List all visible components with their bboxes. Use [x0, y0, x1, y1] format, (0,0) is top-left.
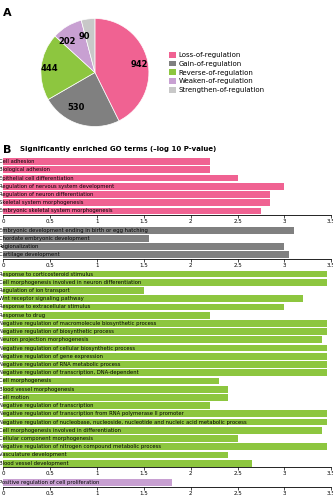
Bar: [3, 166, 209, 173]
Bar: [3, 361, 327, 368]
Text: Significantly enriched GO terms (–log 10 P-value): Significantly enriched GO terms (–log 10…: [20, 146, 216, 152]
Wedge shape: [95, 18, 149, 121]
Bar: [3, 296, 303, 302]
Bar: [3, 402, 209, 409]
Bar: [3, 386, 228, 392]
Bar: [3, 235, 149, 242]
Bar: [3, 227, 294, 234]
Bar: [3, 270, 327, 278]
Bar: [3, 320, 327, 327]
Bar: [3, 378, 219, 384]
Bar: [3, 394, 228, 401]
Wedge shape: [81, 18, 95, 72]
Text: 942: 942: [131, 60, 148, 68]
Bar: [3, 452, 228, 458]
Bar: [3, 312, 209, 318]
Bar: [3, 208, 261, 214]
Bar: [3, 370, 327, 376]
Wedge shape: [48, 72, 119, 126]
Bar: [3, 191, 270, 198]
Bar: [3, 174, 238, 182]
Bar: [3, 252, 289, 258]
Bar: [3, 304, 284, 310]
Bar: [3, 479, 172, 486]
Bar: [3, 435, 238, 442]
Bar: [3, 427, 322, 434]
Bar: [3, 336, 322, 343]
Bar: [3, 353, 327, 360]
Bar: [3, 183, 284, 190]
Wedge shape: [41, 36, 95, 100]
Text: 530: 530: [67, 103, 84, 112]
Bar: [3, 418, 327, 426]
Text: B: B: [3, 145, 12, 155]
Text: A: A: [3, 8, 12, 18]
Text: 90: 90: [79, 32, 90, 40]
Bar: [3, 287, 144, 294]
Bar: [3, 328, 327, 335]
Bar: [3, 460, 252, 466]
Bar: [3, 344, 327, 352]
Bar: [3, 200, 270, 206]
Legend: Loss-of-regulation, Gain-of-regulation, Reverse-of-regulation, Weaken-of-regulat: Loss-of-regulation, Gain-of-regulation, …: [168, 52, 265, 94]
Bar: [3, 444, 327, 450]
Text: 202: 202: [58, 36, 76, 46]
Wedge shape: [55, 20, 95, 72]
Bar: [3, 158, 209, 165]
Text: 444: 444: [41, 64, 58, 73]
Bar: [3, 243, 284, 250]
Bar: [3, 410, 327, 417]
Bar: [3, 279, 327, 285]
